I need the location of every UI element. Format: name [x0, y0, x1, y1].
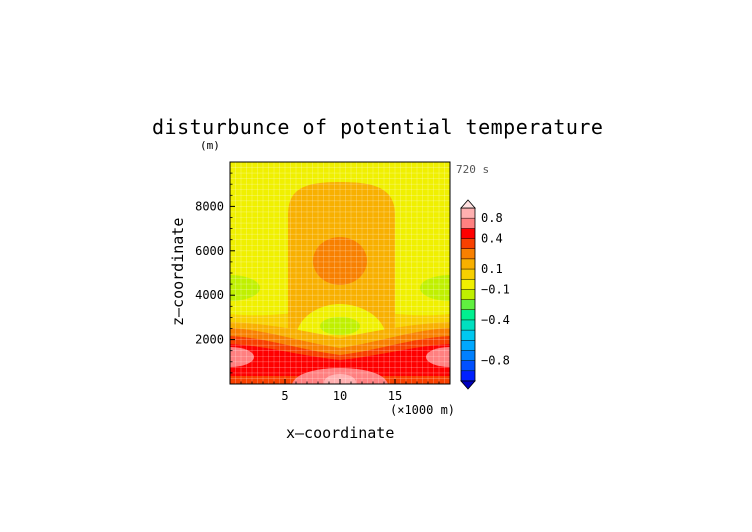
- chart-title: disturbunce of potential temperature: [152, 115, 603, 139]
- plot-area: [230, 162, 450, 384]
- colorbar-swatch: [461, 258, 475, 270]
- grid-lines: [230, 162, 450, 384]
- x-tick-label: 15: [388, 389, 402, 403]
- x-unit-label: (×1000 m): [390, 403, 455, 417]
- colorbar-swatch: [461, 279, 475, 290]
- warm-core: [313, 237, 367, 285]
- colorbar: −0.8 −0.4 −0.1 0.1 0.4 0.8: [460, 199, 510, 390]
- colorbar-swatch: [461, 289, 475, 300]
- x-tick-label: 5: [281, 389, 288, 403]
- surface-max-right: [426, 347, 450, 367]
- colorbar-swatch: [461, 340, 475, 351]
- colorbar-tick-label: −0.4: [481, 313, 510, 327]
- colorbar-tick-label: 0.4: [481, 232, 503, 246]
- colorbar-swatch: [461, 228, 475, 239]
- y-axis: 2000 4000 6000 8000: [195, 172, 235, 374]
- surface-max-left: [230, 347, 254, 367]
- region-lower-red: [230, 344, 450, 376]
- y-unit-label: (m): [200, 139, 220, 152]
- cool-pocket-center: [320, 317, 360, 335]
- colorbar-swatch: [461, 360, 475, 372]
- colorbar-swatch: [461, 208, 475, 219]
- colorbar-swatch: [461, 350, 475, 361]
- colorbar-tick-label: 0.1: [481, 262, 503, 276]
- y-tick-label: 8000: [195, 199, 224, 213]
- cool-pocket-right: [420, 275, 450, 301]
- colorbar-extend-bottom: [460, 380, 476, 390]
- colorbar-swatch: [461, 299, 475, 311]
- x-tick-label: 10: [333, 389, 347, 403]
- colorbar-swatch: [461, 319, 475, 331]
- cool-pocket-left: [230, 275, 260, 301]
- colorbar-swatch: [461, 218, 475, 229]
- y-axis-label: z—coordinate: [169, 218, 187, 326]
- y-tick-label: 6000: [195, 244, 224, 258]
- colorbar-swatch: [461, 309, 475, 321]
- colorbar-swatch: [461, 330, 475, 341]
- colorbar-swatch: [461, 269, 475, 280]
- colorbar-swatch: [461, 248, 475, 260]
- colorbar-tick-label: −0.8: [481, 354, 510, 368]
- time-label: 720 s: [456, 163, 489, 176]
- colorbar-tick-label: −0.1: [481, 282, 510, 296]
- y-tick-label: 2000: [195, 333, 224, 347]
- x-axis-label: x—coordinate: [286, 424, 394, 442]
- colorbar-extend-top: [460, 199, 476, 209]
- colorbar-swatch: [461, 238, 475, 250]
- colorbar-tick-label: 0.8: [481, 211, 503, 225]
- x-axis: 5 10 15: [240, 379, 440, 403]
- colorbar-swatch: [461, 370, 475, 382]
- y-tick-label: 4000: [195, 288, 224, 302]
